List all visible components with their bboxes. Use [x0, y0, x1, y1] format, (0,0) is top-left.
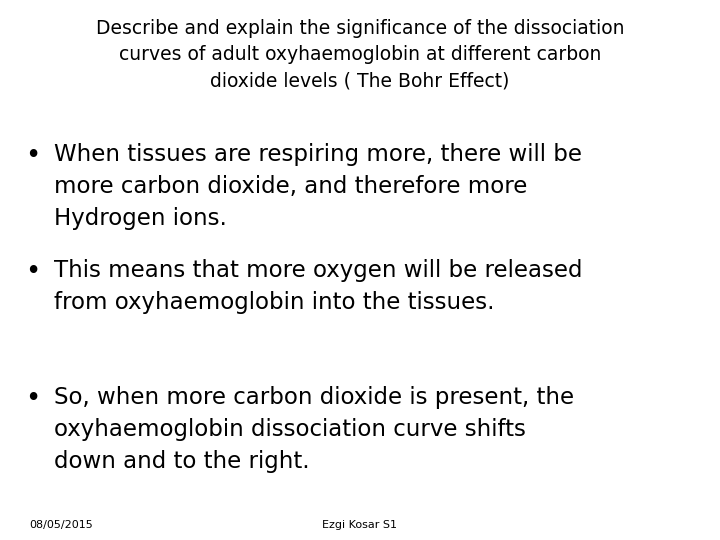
Text: •: •: [25, 259, 40, 285]
Text: Ezgi Kosar S1: Ezgi Kosar S1: [323, 520, 397, 530]
Text: •: •: [25, 143, 40, 169]
Text: When tissues are respiring more, there will be
more carbon dioxide, and therefor: When tissues are respiring more, there w…: [54, 143, 582, 230]
Text: 08/05/2015: 08/05/2015: [29, 520, 93, 530]
Text: This means that more oxygen will be released
from oxyhaemoglobin into the tissue: This means that more oxygen will be rele…: [54, 259, 582, 314]
Text: So, when more carbon dioxide is present, the
oxyhaemoglobin dissociation curve s: So, when more carbon dioxide is present,…: [54, 386, 574, 473]
Text: Describe and explain the significance of the dissociation
curves of adult oxyhae: Describe and explain the significance of…: [96, 19, 624, 91]
Text: •: •: [25, 386, 40, 412]
